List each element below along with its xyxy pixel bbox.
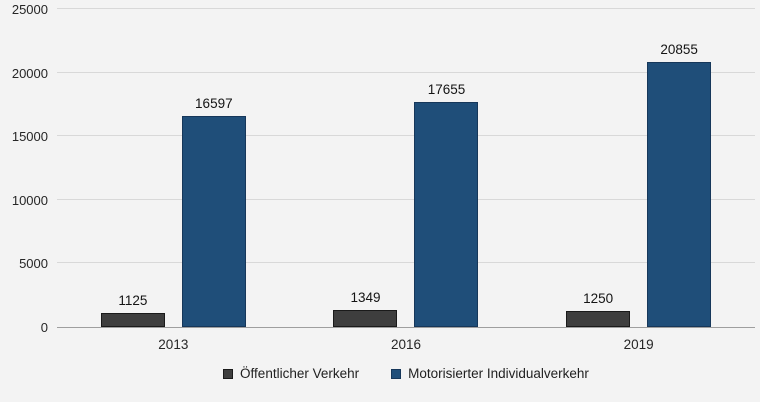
- value-label: 1125: [118, 292, 148, 308]
- y-axis-tick-label: 25000: [11, 2, 48, 17]
- value-label: 20855: [660, 41, 698, 57]
- y-axis-tick-label: 0: [40, 320, 48, 335]
- x-axis-category-label: 2013: [158, 337, 189, 352]
- bar-column: 1250: [566, 291, 631, 327]
- bar-group-2016: 1349 17655: [290, 9, 523, 327]
- gridline: [57, 198, 755, 200]
- bar: [333, 309, 398, 327]
- x-axis-category-label: 2019: [623, 337, 654, 352]
- bar: [100, 312, 165, 327]
- bar-column: 1125: [100, 292, 165, 327]
- bar: [181, 115, 246, 327]
- y-axis-tick-label: 5000: [19, 256, 48, 272]
- value-label: 16597: [195, 95, 233, 111]
- gridline: [57, 8, 755, 9]
- gridline: [57, 135, 755, 137]
- bar-group-2019: 1250 20855: [522, 9, 755, 327]
- legend-swatch-icon: [391, 368, 402, 379]
- gridline: [57, 262, 755, 264]
- bar-group-2013: 1125 16597: [57, 9, 290, 327]
- bar-column: 16597: [181, 95, 246, 327]
- bar-column: 1349: [333, 289, 398, 327]
- y-axis-tick-label: 10000: [11, 192, 48, 208]
- bar: [647, 61, 712, 327]
- y-axis-tick-label: 15000: [11, 129, 48, 145]
- value-label: 1250: [583, 291, 614, 307]
- gridline: [57, 71, 755, 73]
- bar-column: 17655: [414, 82, 479, 327]
- legend-swatch-icon: [223, 368, 234, 379]
- legend-item: Motorisierter Individualverkehr: [391, 366, 589, 381]
- x-axis-labels: 2013 2016 2019: [57, 337, 755, 355]
- bar: [414, 102, 479, 327]
- bar-column: 20855: [647, 41, 712, 327]
- legend-label: Motorisierter Individualverkehr: [408, 366, 589, 381]
- value-label: 17655: [427, 82, 466, 98]
- legend-item: Öffentlicher Verkehr: [223, 366, 359, 381]
- x-axis-category-label: 2016: [390, 337, 421, 352]
- plot-area: 1125 16597 1349 17655 1250 20855: [57, 8, 755, 328]
- y-axis-tick-label: 20000: [11, 65, 48, 81]
- x-axis-line: [57, 327, 755, 328]
- bar: [566, 311, 631, 327]
- legend: Öffentlicher Verkehr Motorisierter Indivi…: [57, 366, 755, 381]
- legend-label: Öffentlicher Verkehr: [240, 366, 360, 381]
- value-label: 1349: [350, 289, 381, 305]
